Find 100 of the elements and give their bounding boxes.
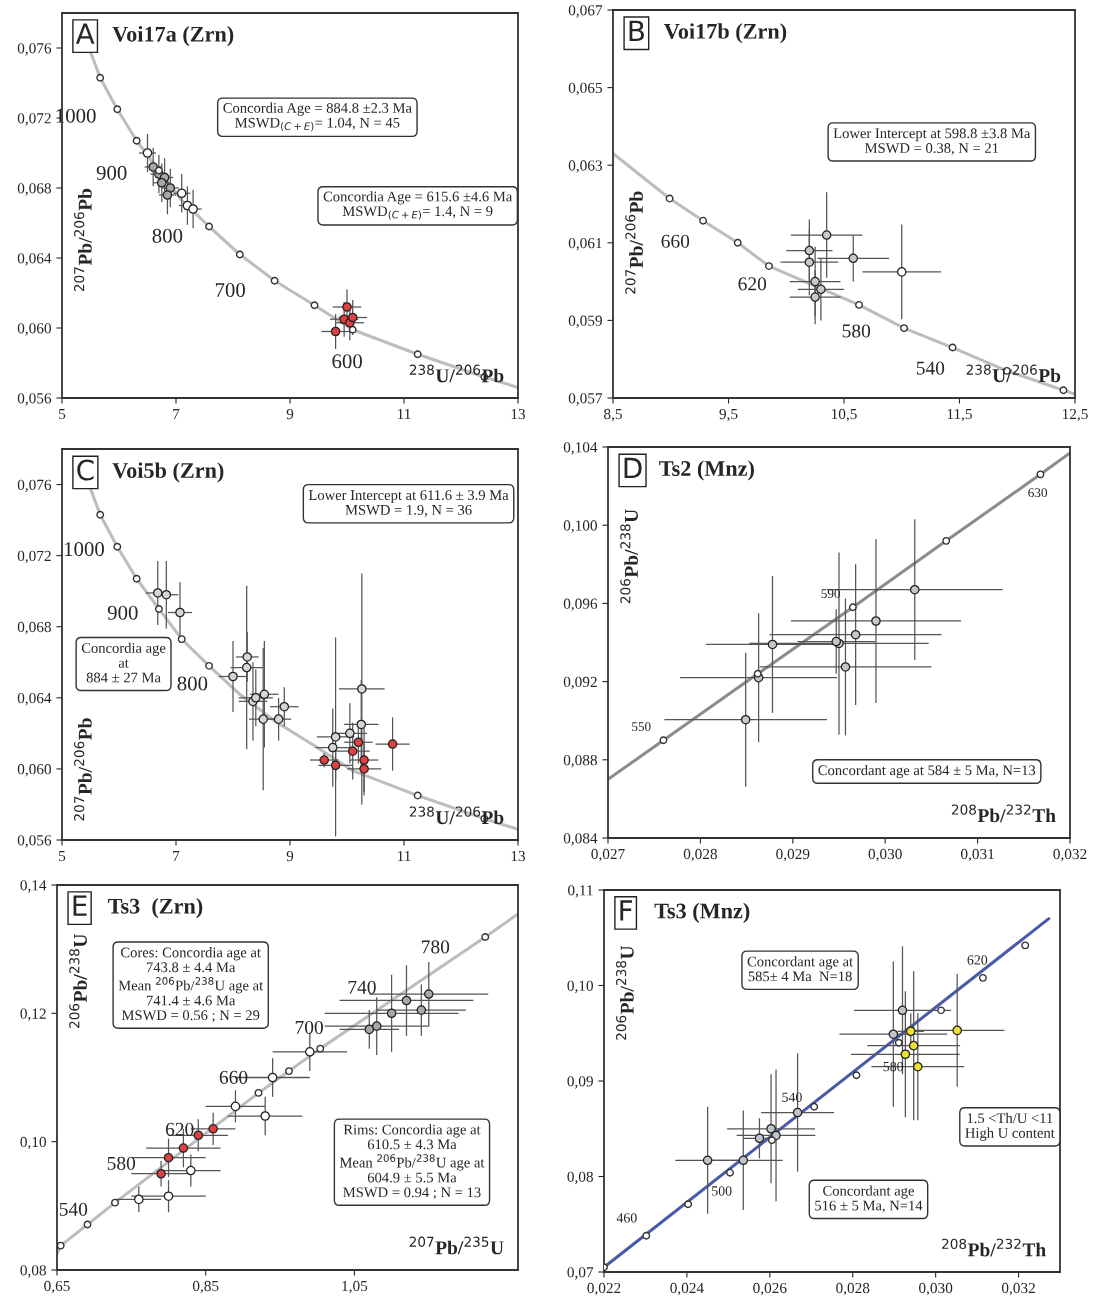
- y-tick-label: 0,100: [563, 520, 597, 533]
- y-tick-label: 0,08: [567, 1171, 593, 1185]
- text: Voi5b (Zrn): [112, 462, 224, 483]
- y-tick-label: 0,072: [17, 550, 51, 564]
- annotation: Lower Intercept at 611.6 ± 3.9 Ma MSWD = 1.9, N = 36: [308, 490, 509, 517]
- x-axis-title: $^{238}$U/$^{206}$Pb: [409, 806, 504, 825]
- annotation: 580: [842, 324, 871, 338]
- x-tick-label: 0,024: [670, 1282, 704, 1296]
- annotation: 590: [821, 589, 841, 599]
- annotation: Concordant age at 585± 4 Ma N=18: [747, 956, 854, 982]
- annotation: 700: [215, 283, 245, 298]
- text: Voi17a (Zrn): [112, 26, 234, 47]
- y-tick-label: 0,104: [563, 442, 598, 455]
- y-axis-title: $^{206}$Pb/$^{238}$U: [616, 945, 634, 1040]
- x-tick-label: 13: [511, 850, 526, 862]
- y-axis-title: $^{207}$Pb/$^{206}$Pb: [74, 718, 92, 821]
- y-tick-label: 0,076: [17, 479, 52, 493]
- x-tick-label: 11: [397, 408, 411, 420]
- x-tick-label: 0,028: [683, 848, 718, 862]
- chart-title: E: [73, 895, 87, 916]
- annotation: Lower Intercept at 598.8 ±3.8 Ma MSWD = 0.38, N = 21: [833, 128, 1031, 156]
- y-tick-label: 0,12: [20, 1008, 46, 1021]
- x-tick-label: 1,05: [342, 1280, 368, 1294]
- chart-title: A: [75, 23, 95, 44]
- x-tick-label: 11: [397, 850, 411, 862]
- text: Ts3 (Mnz): [654, 902, 750, 923]
- y-tick-label: 0,072: [17, 113, 51, 126]
- text: Cores: Concordia age at 743.8 ± 4.4 Ma Mean $^{206}$Pb/$^{238}$U age at 741.4 ± 4.6 Ma MSWD = 0.56 ; N = 29: [118, 947, 264, 1023]
- x-tick-label: 8,5: [604, 408, 622, 422]
- y-tick-label: 0,11: [568, 885, 593, 898]
- y-tick-label: 0,056: [17, 393, 52, 406]
- y-tick-label: 0,056: [17, 835, 52, 848]
- x-tick-label: 0,85: [192, 1280, 219, 1294]
- annotation: 660: [661, 234, 690, 248]
- annotation: Concordia Age = 615.6 ±4.6 Ma MSWD$_{(C+E)}$= 1.4, N = 9: [323, 191, 513, 220]
- y-tick-label: 0,084: [563, 833, 598, 846]
- y-tick-label: 0,068: [17, 183, 51, 196]
- annotation: 550: [632, 722, 651, 732]
- x-tick-label: 13: [511, 408, 526, 420]
- annotation: Concordia Age = 884.8 ±2.3 Ma MSWD$_{(C+E)}$= 1.04, N = 45: [223, 102, 412, 132]
- chart-title: D: [624, 457, 642, 479]
- annotation: 620: [967, 955, 988, 965]
- x-tick-label: 0,032: [1001, 1282, 1035, 1296]
- y-tick-label: 0,065: [568, 82, 602, 96]
- x-tick-label: 0,027: [591, 848, 625, 862]
- annotation: 1000: [64, 542, 104, 557]
- annotation: 620: [165, 1122, 194, 1136]
- annotation: 800: [177, 676, 208, 691]
- x-tick-label: 12,5: [1062, 408, 1088, 422]
- y-tick-label: 0,07: [567, 1267, 594, 1280]
- y-tick-label: 0,064: [17, 253, 52, 266]
- text: Ts3 (Zrn): [108, 898, 203, 919]
- y-tick-label: 0,096: [563, 598, 598, 612]
- annotation: 500: [712, 1186, 732, 1196]
- y-tick-label: 0,061: [568, 237, 602, 251]
- y-tick-label: 0,10: [20, 1136, 46, 1150]
- annotation: 900: [96, 165, 127, 180]
- x-tick-label: 5: [59, 851, 66, 862]
- y-tick-label: 0,057: [568, 393, 603, 406]
- annotation: 580: [107, 1156, 136, 1170]
- y-tick-label: 0,092: [563, 676, 597, 690]
- annotation: 1.5 <Th/U <11 High U content: [965, 1112, 1055, 1141]
- y-axis-title: $^{206}$Pb/$^{238}$U: [620, 509, 638, 604]
- y-tick-label: 0,08: [20, 1265, 46, 1278]
- text: Voi17b (Zrn): [664, 23, 787, 44]
- y-axis-title: $^{207}$Pb/$^{206}$Pb: [74, 188, 92, 292]
- annotation: Concordant age at 584 ± 5 Ma, N=13: [818, 764, 1036, 779]
- chart-title: C: [77, 459, 94, 481]
- annotation: Concordant age 516 ± 5 Ma, N=14: [815, 1185, 923, 1213]
- annotation: 900: [107, 605, 138, 620]
- x-tick-label: 0,030: [868, 848, 902, 862]
- y-tick-label: 0,076: [17, 43, 52, 56]
- annotation: 460: [616, 1213, 637, 1223]
- y-tick-label: 0,088: [563, 754, 597, 768]
- y-tick-label: 0,09: [567, 1076, 593, 1089]
- x-axis-title: $^{208}$Pb/$^{232}$Th: [951, 804, 1056, 823]
- x-axis-title: $^{208}$Pb/$^{232}$Th: [942, 1238, 1046, 1257]
- x-tick-label: 0,65: [44, 1280, 70, 1294]
- y-tick-label: 0,14: [20, 880, 47, 893]
- text: Ts2 (Mnz): [659, 460, 754, 481]
- x-tick-label: 11,5: [947, 408, 972, 422]
- y-tick-label: 0,063: [568, 160, 602, 173]
- x-axis-title: $^{238}$U/$^{206}$Pb: [966, 364, 1061, 383]
- x-tick-label: 0,032: [1053, 848, 1087, 862]
- y-axis-title: $^{206}$Pb/$^{238}$U: [69, 934, 87, 1028]
- y-tick-label: 0,067: [568, 5, 603, 18]
- x-tick-label: 0,029: [776, 848, 810, 862]
- x-tick-label: 9,5: [719, 408, 738, 422]
- x-tick-label: 9: [286, 408, 294, 420]
- annotation: 780: [422, 940, 450, 954]
- x-tick-label: 0,022: [587, 1282, 621, 1296]
- x-axis-title: $^{207}$Pb/$^{235}$U: [409, 1236, 504, 1255]
- x-tick-label: 9: [286, 850, 294, 862]
- y-tick-label: 0,059: [568, 315, 602, 329]
- annotation: 620: [738, 277, 767, 291]
- y-tick-label: 0,068: [17, 621, 51, 635]
- annotation: 740: [348, 980, 376, 994]
- annotation: 800: [152, 228, 183, 243]
- annotation: 540: [59, 1202, 88, 1216]
- x-tick-label: 5: [59, 409, 66, 420]
